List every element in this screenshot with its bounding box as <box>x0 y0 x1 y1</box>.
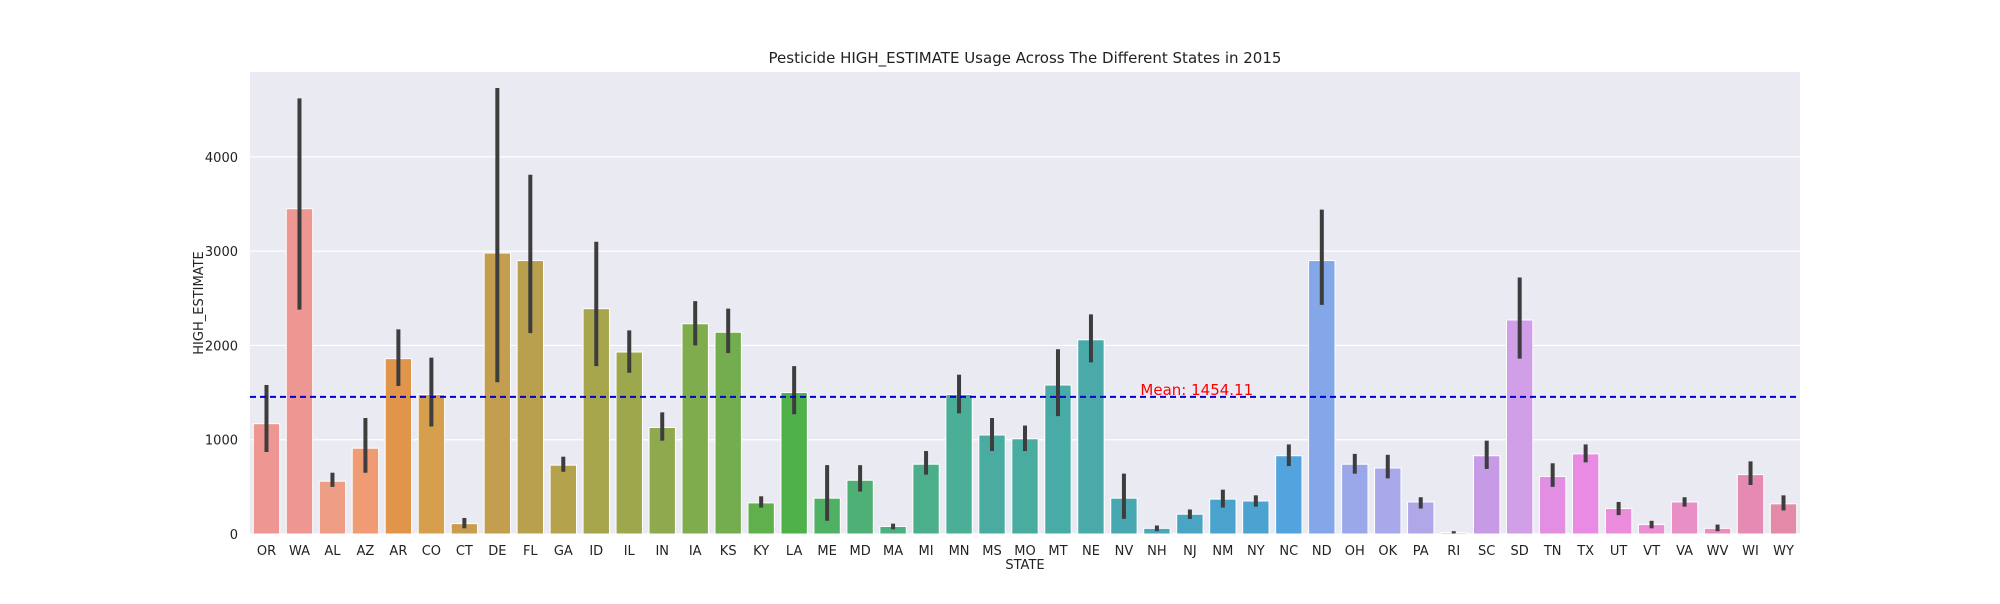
y-tick-label: 2000 <box>205 339 238 354</box>
x-tick-label: CO <box>422 544 441 559</box>
x-tick-label: IL <box>624 544 636 559</box>
x-tick-label: LA <box>786 544 803 559</box>
bar-ok <box>1374 467 1402 535</box>
x-tick-label: MD <box>849 544 870 559</box>
x-tick-label: WY <box>1773 544 1794 559</box>
x-tick-label: AZ <box>357 544 375 559</box>
y-tick-label: 0 <box>230 528 238 543</box>
x-tick-label: IN <box>655 544 669 559</box>
x-tick-label: SD <box>1511 544 1529 559</box>
bar-ia <box>681 323 709 535</box>
x-tick-label: WV <box>1707 544 1729 559</box>
x-tick-label: VT <box>1643 544 1660 559</box>
bar-in <box>648 426 676 535</box>
x-tick-label: OH <box>1345 544 1365 559</box>
chart-title: Pesticide HIGH_ESTIMATE Usage Across The… <box>769 49 1282 68</box>
x-tick-label: TN <box>1543 544 1562 559</box>
bar-mn <box>945 393 973 535</box>
x-tick-label: FL <box>523 544 538 559</box>
x-tick-label: AR <box>389 544 407 559</box>
bar-al <box>318 480 347 535</box>
x-tick-label: DE <box>488 544 506 559</box>
x-tick-label: KY <box>753 544 769 559</box>
x-tick-label: MT <box>1048 544 1067 559</box>
y-tick-label: 4000 <box>205 151 238 166</box>
x-tick-labels: OR WA AL AZ AR CO CT DE FL GA ID IL IN IA KS KY LA ME MD MA… <box>257 544 1794 559</box>
x-tick-label: NM <box>1212 544 1233 559</box>
x-tick-label: WA <box>289 544 310 559</box>
bar-mi <box>912 463 940 535</box>
x-tick-label: WI <box>1742 544 1759 559</box>
y-axis-label: HIGH_ESTIMATE <box>192 251 207 354</box>
y-tick-label: 3000 <box>205 245 238 260</box>
bar-ga <box>549 464 577 535</box>
bar-nc <box>1275 455 1303 535</box>
x-tick-label: IA <box>689 544 702 559</box>
x-tick-label: MO <box>1014 544 1035 559</box>
bar-il <box>615 351 643 535</box>
x-tick-label: NE <box>1082 544 1100 559</box>
bar-tx <box>1571 453 1600 535</box>
error-bars <box>264 88 1786 534</box>
x-tick-label: OK <box>1378 544 1397 559</box>
x-tick-label: GA <box>554 544 573 559</box>
x-tick-label: CT <box>456 544 473 559</box>
y-tick-labels: 0 1000 2000 3000 4000 <box>205 151 238 543</box>
x-tick-label: NJ <box>1183 544 1197 559</box>
x-tick-label: NH <box>1147 544 1167 559</box>
mean-line-group: Mean: 1454.11 <box>250 381 1800 399</box>
bar-ne <box>1077 339 1105 535</box>
x-tick-label: NY <box>1247 544 1265 559</box>
x-axis-label: STATE <box>1005 558 1044 573</box>
bar-mo <box>1011 438 1039 535</box>
y-tick-label: 1000 <box>205 434 238 449</box>
x-tick-label: MN <box>949 544 970 559</box>
x-tick-label: MI <box>919 544 934 559</box>
bar-ms <box>978 434 1006 535</box>
x-tick-label: ID <box>589 544 603 559</box>
bar-oh <box>1341 463 1369 535</box>
x-tick-label: AL <box>324 544 341 559</box>
x-tick-label: VA <box>1676 544 1693 559</box>
x-tick-label: KS <box>720 544 737 559</box>
x-tick-label: UT <box>1610 544 1628 559</box>
x-tick-label: MA <box>883 544 903 559</box>
x-tick-label: NV <box>1115 544 1134 559</box>
x-tick-label: ME <box>817 544 836 559</box>
x-tick-label: MS <box>982 544 1001 559</box>
bar-la <box>780 392 808 535</box>
x-tick-label: PA <box>1413 544 1429 559</box>
x-tick-label: NC <box>1279 544 1298 559</box>
x-tick-label: TX <box>1576 544 1594 559</box>
bar-ky <box>747 502 775 535</box>
bar-tn <box>1538 475 1567 535</box>
bar-va <box>1670 501 1699 535</box>
x-tick-label: RI <box>1447 544 1460 559</box>
x-tick-label: SC <box>1478 544 1495 559</box>
bar-ar <box>384 358 413 535</box>
bar-ks <box>714 331 742 535</box>
x-tick-label: ND <box>1312 544 1332 559</box>
bar-mt <box>1044 384 1072 535</box>
x-tick-label: OR <box>257 544 276 559</box>
mean-label: Mean: 1454.11 <box>1140 381 1253 399</box>
